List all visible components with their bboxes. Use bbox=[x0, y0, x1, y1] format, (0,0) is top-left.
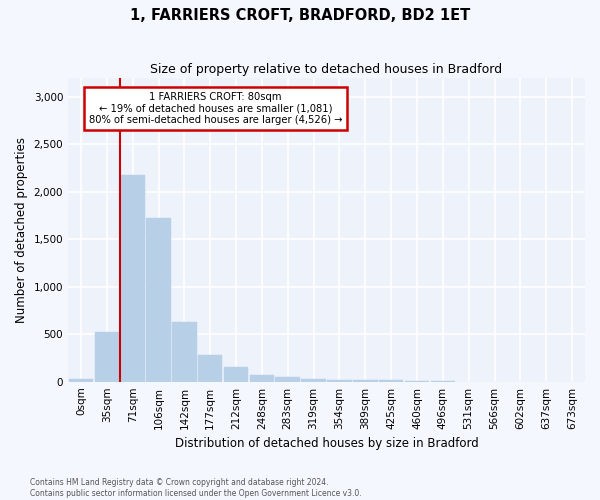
Bar bbox=[68, 380, 93, 382]
Bar bbox=[353, 380, 377, 382]
Bar bbox=[121, 175, 145, 382]
X-axis label: Distribution of detached houses by size in Bradford: Distribution of detached houses by size … bbox=[175, 437, 478, 450]
Text: Contains HM Land Registry data © Crown copyright and database right 2024.
Contai: Contains HM Land Registry data © Crown c… bbox=[30, 478, 362, 498]
Bar bbox=[301, 379, 326, 382]
Bar bbox=[198, 354, 223, 382]
Bar bbox=[146, 218, 171, 382]
Bar bbox=[172, 322, 197, 382]
Text: 1, FARRIERS CROFT, BRADFORD, BD2 1ET: 1, FARRIERS CROFT, BRADFORD, BD2 1ET bbox=[130, 8, 470, 22]
Bar bbox=[379, 380, 403, 382]
Y-axis label: Number of detached properties: Number of detached properties bbox=[15, 137, 28, 323]
Bar bbox=[250, 374, 274, 382]
Bar bbox=[95, 332, 119, 382]
Text: 1 FARRIERS CROFT: 80sqm
← 19% of detached houses are smaller (1,081)
80% of semi: 1 FARRIERS CROFT: 80sqm ← 19% of detache… bbox=[89, 92, 342, 125]
Bar bbox=[275, 378, 300, 382]
Bar bbox=[224, 368, 248, 382]
Bar bbox=[327, 380, 352, 382]
Title: Size of property relative to detached houses in Bradford: Size of property relative to detached ho… bbox=[151, 62, 503, 76]
